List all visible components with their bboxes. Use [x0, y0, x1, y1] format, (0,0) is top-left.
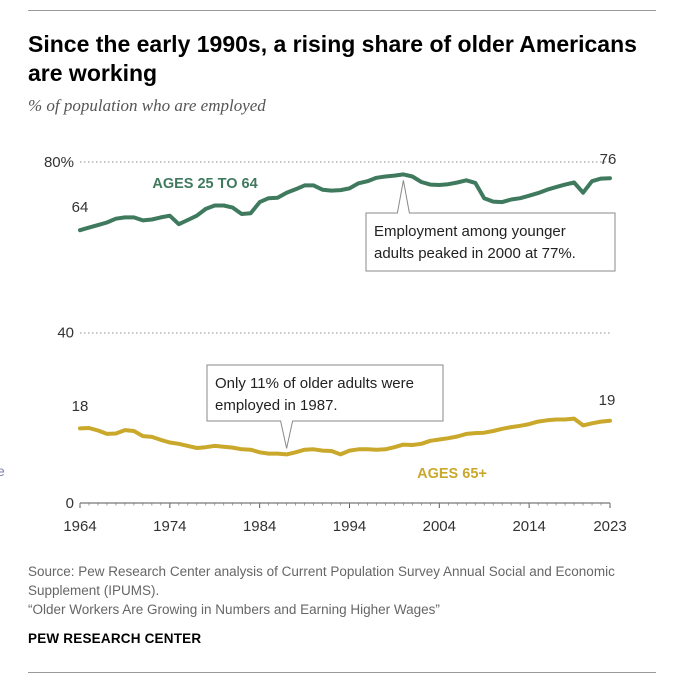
x-tick-label: 2004	[423, 518, 456, 535]
series-line-1	[78, 416, 612, 457]
x-axis-ticks: 1964 1974 1984 1994 2004 2014 2023	[63, 503, 627, 535]
series-lines	[78, 172, 612, 457]
y-axis-ticks: 0 40 80%	[44, 154, 74, 512]
annotation-text: Employment among younger	[374, 223, 566, 240]
series-line-0	[78, 172, 612, 233]
annotation-box	[206, 364, 444, 449]
x-tick-label: 1964	[63, 518, 96, 535]
y-tick-label: 80%	[44, 154, 74, 171]
chart-title: Since the early 1990s, a rising share of…	[28, 31, 637, 86]
series-name-label: AGES 25 TO 64	[152, 176, 257, 192]
annotation-text: adults peaked in 2000 at 77%.	[374, 245, 576, 262]
source-note: Source: Pew Research Center analysis of …	[28, 562, 648, 619]
y-tick-label: 0	[66, 495, 74, 512]
series-end-value: 76	[600, 151, 617, 168]
x-tick-label: 2023	[593, 518, 626, 535]
x-tick-label: 1984	[243, 518, 276, 535]
series-start-value: 64	[72, 199, 89, 216]
x-tick-label: 1974	[153, 518, 186, 535]
annotations: Employment among younger adults peaked in…	[206, 180, 616, 449]
series-end-value: 19	[599, 392, 616, 409]
annotation-box	[365, 180, 616, 272]
annotation-text: employed in 1987.	[215, 397, 338, 414]
series-labels: AGES 25 TO 64 64 76 AGES 65+ 18 19	[72, 151, 617, 482]
chart-subtitle: % of population who are employed	[28, 96, 266, 115]
stray-glyph: e	[0, 463, 5, 479]
y-tick-label: 40	[57, 325, 74, 342]
top-rule	[28, 10, 656, 11]
series-start-value: 18	[72, 398, 89, 415]
series-name-label: AGES 65+	[417, 466, 487, 482]
source-line-2: “Older Workers Are Growing in Numbers an…	[28, 602, 440, 617]
x-tick-label: 2014	[512, 518, 545, 535]
brand-name: PEW RESEARCH CENTER	[28, 631, 202, 646]
x-tick-label: 1994	[333, 518, 366, 535]
source-line-1: Source: Pew Research Center analysis of …	[28, 564, 615, 598]
annotation-text: Only 11% of older adults were	[215, 375, 414, 392]
bottom-rule	[28, 672, 656, 673]
